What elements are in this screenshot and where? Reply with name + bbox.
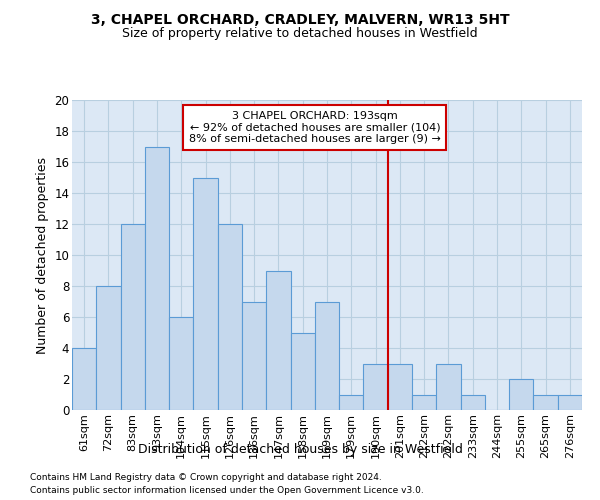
Bar: [169, 317, 193, 410]
Bar: [364, 364, 388, 410]
Text: 3, CHAPEL ORCHARD, CRADLEY, MALVERN, WR13 5HT: 3, CHAPEL ORCHARD, CRADLEY, MALVERN, WR1…: [91, 12, 509, 26]
Bar: [533, 394, 558, 410]
Bar: [436, 364, 461, 410]
Text: 3 CHAPEL ORCHARD: 193sqm
← 92% of detached houses are smaller (104)
8% of semi-d: 3 CHAPEL ORCHARD: 193sqm ← 92% of detach…: [189, 111, 441, 144]
Text: Size of property relative to detached houses in Westfield: Size of property relative to detached ho…: [122, 28, 478, 40]
Text: Contains public sector information licensed under the Open Government Licence v3: Contains public sector information licen…: [30, 486, 424, 495]
Bar: [461, 394, 485, 410]
Bar: [339, 394, 364, 410]
Bar: [96, 286, 121, 410]
Bar: [412, 394, 436, 410]
Y-axis label: Number of detached properties: Number of detached properties: [35, 156, 49, 354]
Bar: [72, 348, 96, 410]
Bar: [242, 302, 266, 410]
Bar: [145, 146, 169, 410]
Bar: [558, 394, 582, 410]
Bar: [121, 224, 145, 410]
Bar: [266, 270, 290, 410]
Bar: [315, 302, 339, 410]
Bar: [290, 332, 315, 410]
Bar: [193, 178, 218, 410]
Bar: [218, 224, 242, 410]
Bar: [509, 379, 533, 410]
Text: Contains HM Land Registry data © Crown copyright and database right 2024.: Contains HM Land Registry data © Crown c…: [30, 472, 382, 482]
Bar: [388, 364, 412, 410]
Text: Distribution of detached houses by size in Westfield: Distribution of detached houses by size …: [137, 442, 463, 456]
